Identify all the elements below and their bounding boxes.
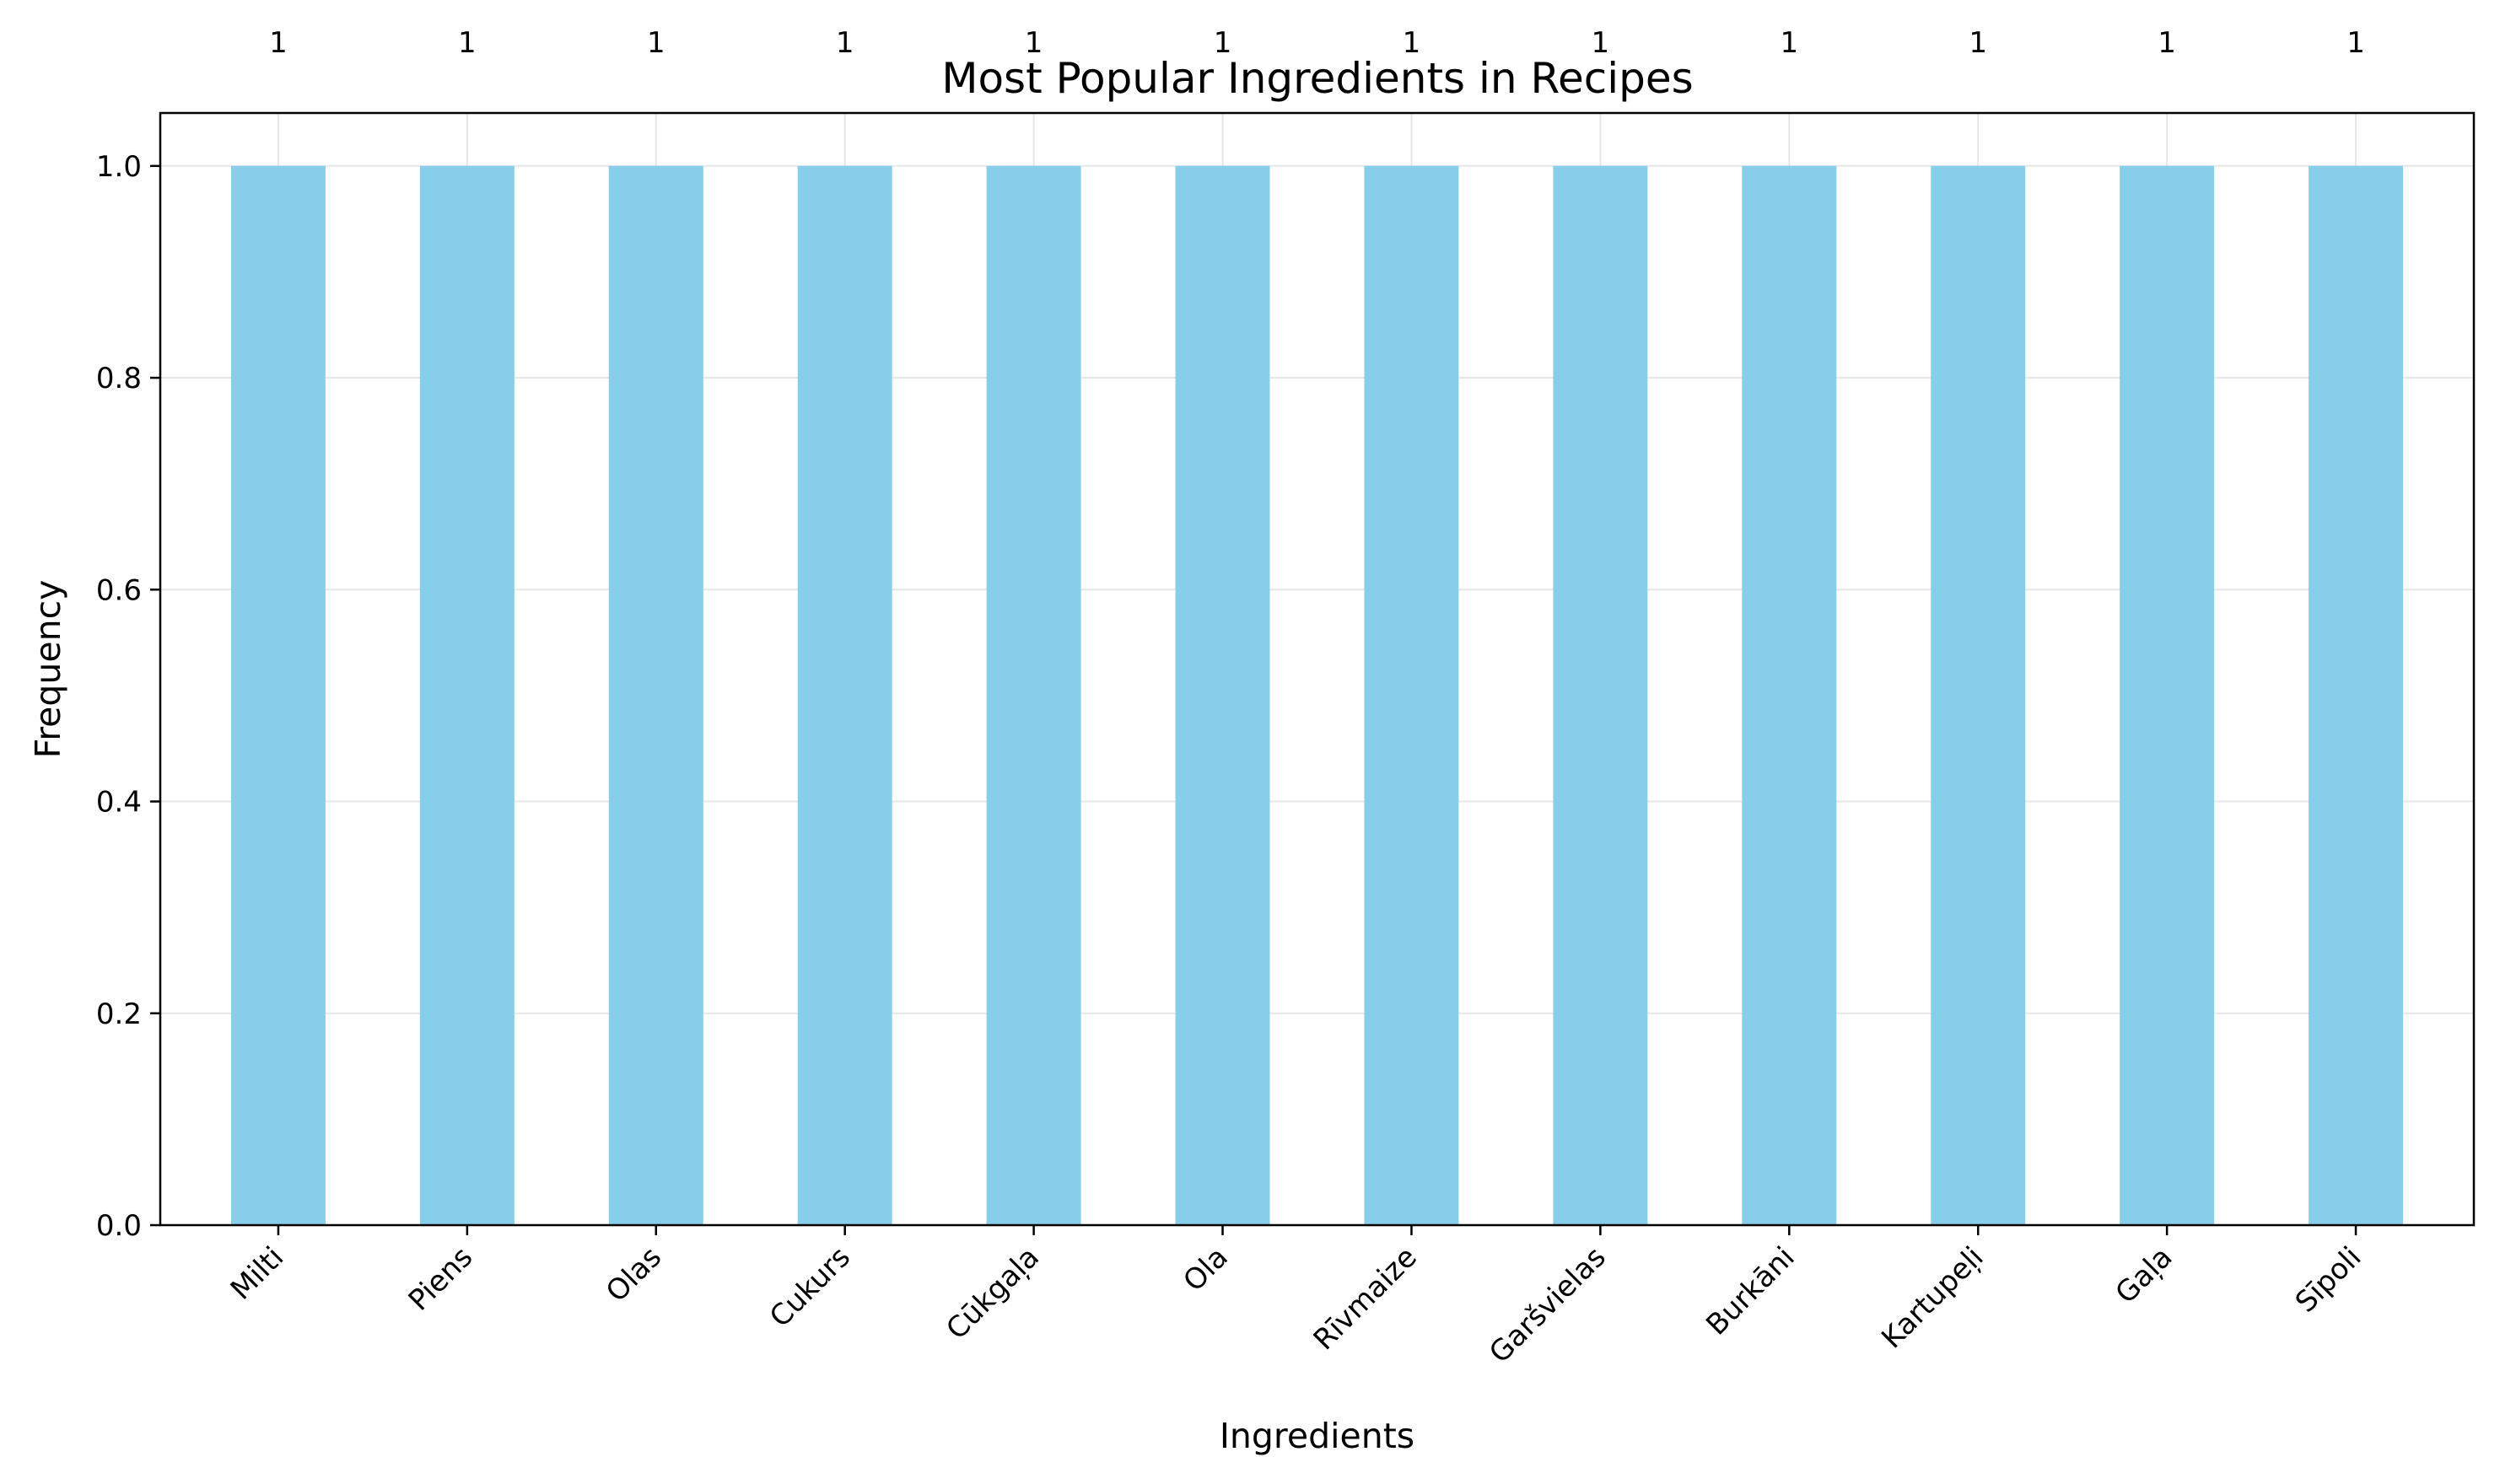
bar-value-label: 1 [1780, 26, 1798, 60]
x-tick-label: Piens [402, 1240, 479, 1317]
bar-value-label: 1 [647, 26, 665, 60]
y-tick-label: 0.6 [96, 573, 142, 607]
plot-frame [159, 111, 2476, 1227]
bar-value-label: 1 [458, 26, 477, 60]
chart-title: Most Popular Ingredients in Recipes [941, 54, 1693, 103]
bar-value-label: 1 [1592, 26, 1610, 60]
bar [2309, 165, 2404, 1225]
y-axis-title: Frequency [28, 580, 68, 759]
bar-value-label: 1 [1969, 26, 1987, 60]
x-tick-label: Garšvielas [1483, 1240, 1613, 1370]
bar-value-label: 1 [269, 26, 288, 60]
x-tick-label: Sīpoli [2289, 1240, 2368, 1320]
x-tick-label: Burkāni [1700, 1240, 1801, 1342]
x-tick-label: Gaļa [2109, 1240, 2179, 1310]
bar-layer [230, 165, 2404, 1225]
bar [986, 165, 1081, 1225]
bar-value-label: 1 [2158, 26, 2176, 60]
bar [797, 165, 892, 1225]
y-tick-label: 0.0 [96, 1209, 142, 1243]
x-axis: Milti Piens Olas Cukurs Cūkgaļa Ola Rīvmaize Ga… [224, 1225, 2368, 1370]
bar [230, 165, 326, 1225]
bar [1364, 165, 1459, 1225]
bar-value-label: 1 [836, 26, 854, 60]
bar-value-label: 1 [1214, 26, 1232, 60]
x-tick-label: Rīvmaize [1307, 1240, 1424, 1357]
y-tick-label: 0.2 [96, 997, 142, 1031]
bar-value-label: 1 [1025, 26, 1043, 60]
bar [608, 165, 703, 1225]
bar-value-label: 1 [1403, 26, 1421, 60]
x-tick-label: Cukurs [763, 1240, 857, 1334]
bar [1931, 165, 2026, 1225]
bar [1742, 165, 1837, 1225]
x-tick-label: Ola [1177, 1240, 1235, 1298]
y-axis: 0.0 0.2 0.4 0.6 0.8 1.0 [96, 150, 160, 1243]
x-axis-title: Ingredients [1220, 1416, 1414, 1456]
x-tick-label: Kartupeļi [1875, 1240, 1990, 1355]
bar-value-label: 1 [2346, 26, 2365, 60]
bar [1553, 165, 1648, 1225]
bar [1175, 165, 1270, 1225]
data-label-layer: 1 1 1 1 1 1 1 1 1 1 1 1 [269, 26, 2365, 60]
x-tick-label: Milti [224, 1240, 290, 1306]
x-tick-label: Cūkgaļa [940, 1240, 1046, 1347]
x-tick-label: Olas [600, 1240, 668, 1309]
y-tick-label: 1.0 [96, 150, 142, 184]
y-tick-label: 0.8 [96, 362, 142, 395]
y-tick-label: 0.4 [96, 786, 142, 820]
bar [2120, 165, 2215, 1225]
bar [419, 165, 515, 1225]
